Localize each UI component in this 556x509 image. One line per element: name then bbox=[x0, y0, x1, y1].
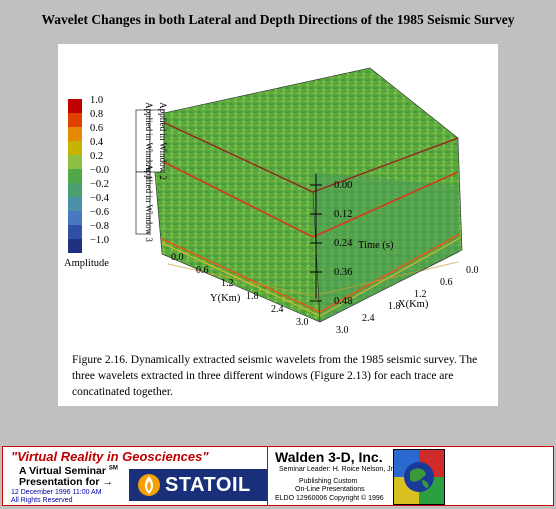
time-tick-label: 0.48 bbox=[334, 296, 352, 307]
x-axis-ticks: 0.0 0.6 1.2 1.8 2.4 3.0 X(Km) bbox=[336, 265, 479, 336]
colorbar-swatch bbox=[68, 141, 82, 155]
copyright-text: ELDO 12960006 Copyright © 1996 bbox=[275, 495, 384, 502]
seminar-banner: "Virtual Reality in Geosciences" A Virtu… bbox=[2, 446, 554, 506]
colorbar-swatch bbox=[68, 113, 82, 127]
window-label: Applied in Window 3 bbox=[144, 164, 154, 242]
y-tick-label: 1.2 bbox=[221, 278, 234, 289]
y-tick-label: 0.6 bbox=[196, 265, 209, 276]
colorbar-tick-label: −1.0 bbox=[90, 235, 109, 246]
x-tick-label: 0.0 bbox=[466, 265, 479, 276]
globe-icon bbox=[394, 450, 444, 504]
colorbar-tick-label: −0.2 bbox=[90, 179, 109, 190]
colorbar-tick-label: 0.8 bbox=[90, 109, 103, 120]
y-tick-label: 3.0 bbox=[296, 317, 309, 328]
cube-left-face bbox=[150, 116, 320, 322]
statoil-logo: STATOIL bbox=[129, 469, 267, 501]
statoil-flame-icon bbox=[138, 474, 160, 496]
figure-panel: 1.0 0.8 0.6 0.4 0.2 −0.0 −0.2 −0.4 −0.6 −0.8 −1.0 A… bbox=[58, 44, 498, 406]
horizon-window-2 bbox=[157, 158, 459, 238]
seminar-label: A Virtual Seminar SM bbox=[19, 465, 118, 477]
x-tick-label: 2.4 bbox=[362, 313, 375, 324]
window-label: Applied in Window 2 bbox=[158, 102, 168, 180]
colorbar-tick-label: 0.6 bbox=[90, 123, 103, 134]
x-tick-label: 3.0 bbox=[336, 325, 349, 336]
rights-text: All Rights Reserved bbox=[11, 497, 73, 504]
horizon-subtle bbox=[167, 261, 459, 297]
colorbar-swatch bbox=[68, 239, 82, 253]
colorbar-swatch bbox=[68, 99, 82, 113]
colorbar-swatch bbox=[68, 169, 82, 183]
time-tick-label: 0.36 bbox=[334, 267, 352, 278]
colorbar-tick-label: 0.4 bbox=[90, 137, 104, 148]
y-axis-label: Y(Km) bbox=[210, 293, 241, 304]
colorbar-swatch bbox=[68, 211, 82, 225]
amplitude-colorbar: 1.0 0.8 0.6 0.4 0.2 −0.0 −0.2 −0.4 −0.6 −0.8 −1.0 A… bbox=[64, 95, 110, 269]
colorbar-tick-label: 1.0 bbox=[90, 95, 103, 106]
colorbar-swatch bbox=[68, 197, 82, 211]
horizon-window-3b bbox=[161, 237, 461, 317]
time-tick-label: 0.12 bbox=[334, 209, 352, 220]
x-axis-label: X(Km) bbox=[398, 299, 429, 310]
earth-logo bbox=[393, 449, 445, 505]
time-tick-label: 0.00 bbox=[334, 180, 352, 191]
seismic-cube-figure: 1.0 0.8 0.6 0.4 0.2 −0.0 −0.2 −0.4 −0.6 −0.8 −1.0 A… bbox=[64, 67, 479, 336]
horizon-window-3 bbox=[161, 233, 461, 313]
banner-left: "Virtual Reality in Geosciences" A Virtu… bbox=[5, 449, 267, 504]
colorbar-label: Amplitude bbox=[64, 258, 109, 269]
publishing-line-2: On-Line Presentations bbox=[295, 486, 365, 493]
seminar-leader: Seminar Leader: H. Roice Nelson, Jr. bbox=[279, 466, 395, 473]
y-tick-label: 1.8 bbox=[246, 291, 259, 302]
colorbar-swatch bbox=[68, 183, 82, 197]
x-tick-label: 0.6 bbox=[440, 277, 453, 288]
window-label: Applied in Window 1 bbox=[144, 102, 154, 180]
time-axis-ticks: 0.00 0.12 0.24 0.36 0.48 Time (s) bbox=[310, 180, 394, 307]
window-labels bbox=[135, 109, 165, 235]
x-tick-label: 1.8 bbox=[388, 301, 401, 312]
y-tick-label: 0.0 bbox=[171, 252, 184, 263]
time-axis-label: Time (s) bbox=[358, 240, 394, 251]
presentation-label: Presentation for → bbox=[19, 476, 113, 488]
seminar-date: 12 December 1996 11:00 AM bbox=[11, 489, 102, 496]
y-axis-ticks: 0.0 0.6 1.2 1.8 2.4 3.0 Y(Km) bbox=[171, 252, 309, 328]
arrow-right-icon: → bbox=[102, 476, 113, 488]
x-tick-label: 1.2 bbox=[414, 289, 427, 300]
page-title: Wavelet Changes in both Lateral and Dept… bbox=[41, 12, 515, 27]
y-tick-label: 2.4 bbox=[271, 304, 284, 315]
figure-caption: Figure 2.16. Dynamically extracted seism… bbox=[72, 354, 478, 398]
colorbar-tick-label: −0.8 bbox=[90, 221, 109, 232]
cube-top-face bbox=[150, 68, 458, 192]
company-name: Walden 3-D, Inc. bbox=[275, 449, 383, 465]
time-tick-label: 0.24 bbox=[334, 238, 353, 249]
colorbar-swatch bbox=[68, 225, 82, 239]
colorbar-tick-label: −0.6 bbox=[90, 207, 109, 218]
colorbar-swatch bbox=[68, 155, 82, 169]
colorbar-tick-label: 0.2 bbox=[90, 151, 103, 162]
publishing-line-1: Publishing Custom bbox=[299, 478, 358, 485]
vr-title: "Virtual Reality in Geosciences" bbox=[11, 449, 209, 464]
cube-cutaway bbox=[313, 172, 460, 322]
banner-divider bbox=[267, 447, 268, 505]
colorbar-swatch bbox=[68, 127, 82, 141]
colorbar-tick-label: −0.4 bbox=[90, 193, 110, 204]
colorbar-tick-label: −0.0 bbox=[90, 165, 109, 176]
